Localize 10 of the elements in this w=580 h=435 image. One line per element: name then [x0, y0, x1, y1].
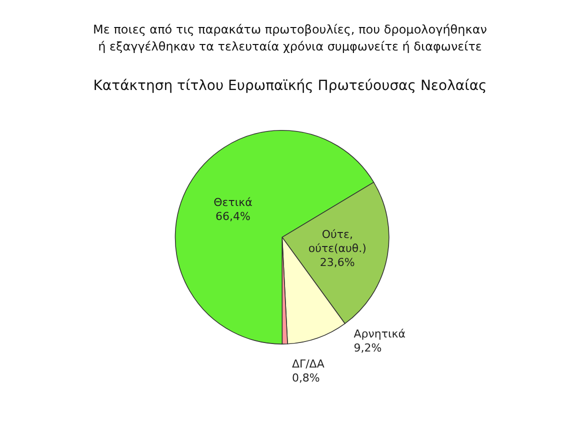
slice-label: ΔΓ/ΔΑ: [292, 357, 325, 370]
chart-subtitle: Κατάκτηση τίτλου Ευρωπαϊκής Πρωτεύουσας Νεολαίας: [93, 78, 487, 94]
chart-title: Με ποιες από τις παρακάτω πρωτοβουλίες, που δρομολογήθηκαν ή εξαγγέλθηκαν τα τελευταία χρόνια συμφωνείτε ή διαφωνείτε: [93, 22, 488, 54]
data-label: 0,8%: [292, 371, 320, 384]
data-label: 66,4%: [216, 210, 250, 223]
data-label: 23,6%: [320, 256, 355, 269]
data-label: 9,2%: [354, 341, 382, 354]
slice-label: Ούτε, ούτε(αυθ.): [308, 228, 366, 255]
slice-label: Αρνητικά: [354, 327, 406, 340]
slice-label: Θετικά: [214, 196, 252, 209]
